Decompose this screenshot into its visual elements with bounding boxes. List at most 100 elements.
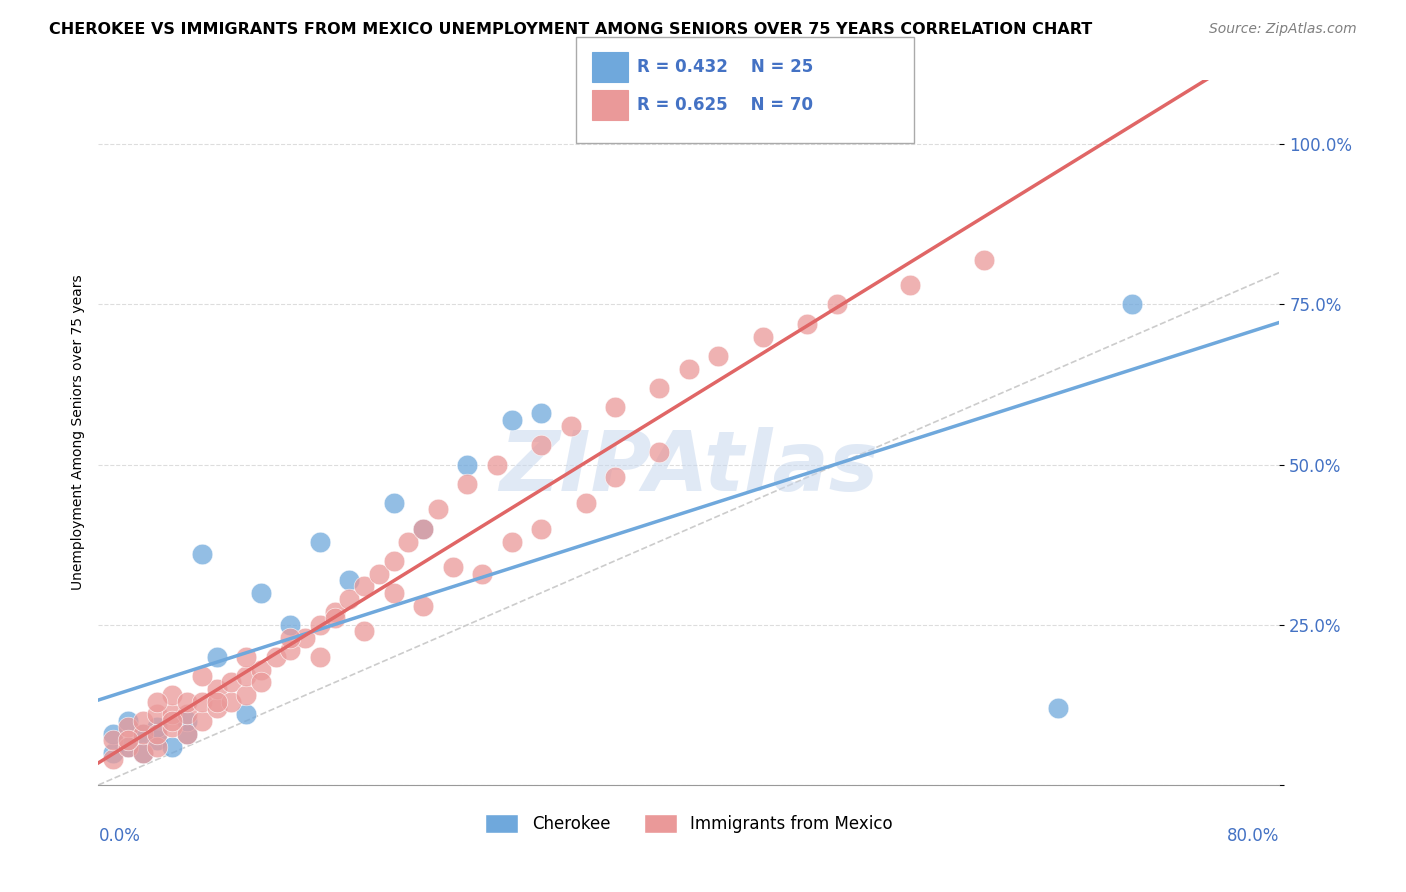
Text: Source: ZipAtlas.com: Source: ZipAtlas.com bbox=[1209, 22, 1357, 37]
Point bbox=[221, 675, 243, 690]
Point bbox=[162, 688, 183, 702]
Point bbox=[501, 534, 523, 549]
Legend: Cherokee, Immigrants from Mexico: Cherokee, Immigrants from Mexico bbox=[478, 807, 900, 840]
Point bbox=[441, 560, 464, 574]
Point bbox=[309, 617, 332, 632]
Point bbox=[678, 361, 700, 376]
Point bbox=[339, 592, 361, 607]
Point bbox=[412, 522, 434, 536]
Point bbox=[176, 695, 198, 709]
Point bbox=[117, 720, 139, 734]
Point bbox=[146, 727, 169, 741]
Point bbox=[235, 649, 257, 664]
Point bbox=[309, 649, 332, 664]
Point bbox=[117, 739, 139, 754]
Point bbox=[973, 252, 995, 267]
Point bbox=[457, 458, 479, 472]
Point bbox=[103, 752, 125, 766]
Point bbox=[1121, 297, 1143, 311]
Text: 80.0%: 80.0% bbox=[1227, 827, 1279, 846]
Point bbox=[205, 649, 228, 664]
Point bbox=[605, 470, 627, 484]
Point bbox=[146, 739, 169, 754]
Point bbox=[339, 573, 361, 587]
Point bbox=[1046, 701, 1070, 715]
Point bbox=[457, 476, 479, 491]
Point bbox=[132, 727, 155, 741]
Point bbox=[146, 733, 169, 747]
Point bbox=[205, 695, 228, 709]
Point bbox=[117, 714, 139, 728]
Point bbox=[280, 617, 302, 632]
Point bbox=[575, 496, 598, 510]
Point bbox=[132, 714, 155, 728]
Point bbox=[162, 707, 183, 722]
Point bbox=[412, 599, 434, 613]
Point bbox=[471, 566, 494, 581]
Point bbox=[176, 707, 198, 722]
Point bbox=[648, 381, 671, 395]
Point bbox=[176, 727, 198, 741]
Point bbox=[250, 675, 273, 690]
Text: CHEROKEE VS IMMIGRANTS FROM MEXICO UNEMPLOYMENT AMONG SENIORS OVER 75 YEARS CORR: CHEROKEE VS IMMIGRANTS FROM MEXICO UNEMP… bbox=[49, 22, 1092, 37]
Point bbox=[176, 714, 198, 728]
Point bbox=[117, 733, 139, 747]
Point bbox=[146, 707, 169, 722]
Point bbox=[132, 746, 155, 760]
Point bbox=[221, 695, 243, 709]
Point bbox=[353, 579, 375, 593]
Point bbox=[796, 317, 818, 331]
Point bbox=[900, 278, 922, 293]
Point bbox=[382, 554, 405, 568]
Point bbox=[250, 663, 273, 677]
Point bbox=[264, 649, 287, 664]
Text: ZIPAtlas: ZIPAtlas bbox=[499, 427, 879, 508]
Point bbox=[132, 746, 155, 760]
Point bbox=[191, 547, 214, 561]
Point bbox=[412, 522, 434, 536]
Y-axis label: Unemployment Among Seniors over 75 years: Unemployment Among Seniors over 75 years bbox=[70, 275, 84, 591]
Point bbox=[191, 669, 214, 683]
Text: R = 0.432    N = 25: R = 0.432 N = 25 bbox=[637, 58, 813, 76]
Point bbox=[162, 714, 183, 728]
Point bbox=[162, 739, 183, 754]
Point bbox=[235, 688, 257, 702]
Point bbox=[605, 400, 627, 414]
Point bbox=[146, 720, 169, 734]
Point bbox=[205, 681, 228, 696]
Point bbox=[530, 522, 553, 536]
Point bbox=[398, 534, 420, 549]
Point bbox=[648, 445, 671, 459]
Point bbox=[752, 329, 775, 343]
Point bbox=[191, 714, 214, 728]
Point bbox=[176, 727, 198, 741]
Point bbox=[294, 631, 316, 645]
Point bbox=[353, 624, 375, 639]
Text: 0.0%: 0.0% bbox=[98, 827, 141, 846]
Point bbox=[146, 695, 169, 709]
Point bbox=[382, 496, 405, 510]
Point bbox=[191, 695, 214, 709]
Point bbox=[530, 406, 553, 420]
Point bbox=[250, 586, 273, 600]
Point bbox=[117, 739, 139, 754]
Point bbox=[235, 669, 257, 683]
Point bbox=[309, 534, 332, 549]
Point bbox=[280, 631, 302, 645]
Point bbox=[205, 701, 228, 715]
Point bbox=[103, 733, 125, 747]
Point bbox=[103, 727, 125, 741]
Point bbox=[501, 413, 523, 427]
Point bbox=[323, 605, 346, 619]
Point bbox=[427, 502, 450, 516]
Point bbox=[486, 458, 509, 472]
Point bbox=[162, 720, 183, 734]
Point bbox=[280, 643, 302, 657]
Point bbox=[530, 438, 553, 452]
Point bbox=[382, 586, 405, 600]
Point bbox=[368, 566, 391, 581]
Point bbox=[707, 349, 730, 363]
Point bbox=[825, 297, 848, 311]
Point bbox=[560, 419, 582, 434]
Point bbox=[132, 727, 155, 741]
